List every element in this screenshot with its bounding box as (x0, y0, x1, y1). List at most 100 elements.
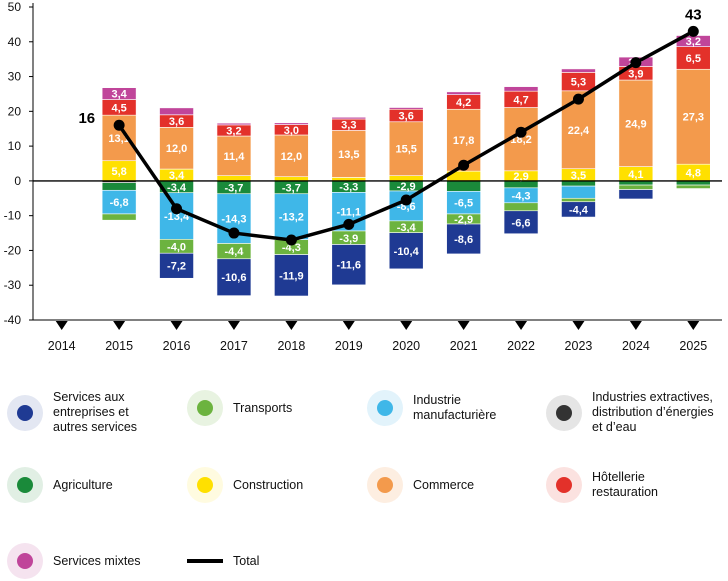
bar-value-label: -3,3 (339, 182, 358, 194)
bar-segment-services_mixtes (446, 91, 481, 95)
bar-value-label: 12,0 (166, 143, 187, 155)
y-tick-label: -20 (4, 243, 22, 257)
bar-segment-construction (216, 175, 252, 182)
total-point (458, 159, 470, 171)
bar-value-label: -6,8 (110, 197, 129, 209)
bar-value-label: 5,3 (571, 77, 586, 89)
bar-segment-commerce (388, 121, 424, 176)
total-point (630, 57, 642, 69)
bar-value-label: -3,4 (397, 222, 417, 234)
bar-value-label: 3,0 (284, 125, 299, 137)
bar-value-label: 3,6 (169, 116, 184, 128)
x-tick-label: 2018 (277, 339, 305, 353)
y-tick-label: 30 (8, 70, 22, 84)
bar-segment-services_mixtes (503, 86, 539, 92)
bar-value-label: -11,6 (337, 260, 361, 272)
bar-segment-industrie (274, 193, 309, 240)
y-tick-label: -10 (4, 209, 22, 223)
total-point (285, 234, 297, 246)
bar-value-label: -4,3 (282, 242, 301, 254)
y-tick-label: 40 (8, 35, 22, 49)
bar-value-label: 24,9 (625, 118, 646, 130)
x-tick-label: 2021 (450, 339, 478, 353)
bar-value-label: 3,4 (169, 170, 185, 182)
bar-segment-services_mixtes (331, 116, 367, 120)
bar-value-label: -4,3 (512, 190, 531, 202)
bar-value-label: 22,4 (568, 125, 590, 137)
bar-segment-transports (561, 197, 596, 203)
x-tick-label: 2020 (392, 339, 420, 353)
bar-labels: -6,8 -3,4 -13,4 -4,0 -7,2 -3,7 -14,3 -4,4 -10,6 -… (108, 36, 704, 284)
bar-value-label: 3,9 (628, 68, 643, 80)
bar-value-label: 3,3 (341, 120, 356, 132)
y-tick-label: 0 (14, 174, 21, 188)
x-tick-label: 2016 (163, 339, 191, 353)
x-tick-marker (400, 321, 413, 330)
bar-value-label: 3,2 (686, 36, 701, 48)
y-tick-label: 20 (8, 104, 22, 118)
bar-value-label: 4,1 (628, 169, 643, 181)
bar-segment-commerce (274, 134, 309, 178)
bar-value-label: 5,8 (111, 166, 126, 178)
bar-segment-services_entreprises (618, 189, 654, 200)
x-tick-label: 2015 (105, 339, 133, 353)
total-point (228, 227, 240, 239)
total-annotation: 16 (78, 110, 95, 127)
bar-value-label: -6,5 (454, 198, 473, 210)
x-tick-marker (629, 321, 642, 330)
y-tick-label: 50 (8, 0, 22, 14)
bar-segment-services_entreprises (159, 252, 194, 279)
x-tick-label: 2024 (622, 339, 650, 353)
x-tick-label: 2023 (565, 339, 593, 353)
bar-value-label: 4,2 (456, 97, 471, 109)
bar-value-label: 4,7 (513, 94, 528, 106)
bar-value-label: -3,7 (224, 182, 243, 194)
x-tick-marker (515, 321, 528, 330)
bar-value-label: -10,4 (394, 246, 420, 258)
bar-segment-commerce (331, 130, 367, 178)
bar-segment-services_entreprises (561, 201, 596, 218)
bar-segment-commerce (618, 79, 654, 167)
bar-value-label: -3,7 (282, 182, 301, 194)
bar-segment-agriculture (101, 182, 137, 191)
x-tick-label: 2022 (507, 339, 535, 353)
bar-value-label: -4,0 (167, 241, 186, 253)
bar-value-label: -7,2 (167, 261, 186, 273)
x-tick-marker (227, 321, 240, 330)
bar-value-label: -4,4 (224, 246, 244, 258)
bar-value-label: 3,2 (226, 125, 241, 137)
bar-value-label: -13,4 (164, 211, 190, 223)
bar-segment-industrie (561, 185, 596, 199)
bar-value-label: 12,0 (281, 151, 302, 163)
bar-segment-commerce (675, 68, 711, 165)
bar-value-label: 6,5 (686, 53, 701, 65)
y-tick-label: -30 (4, 278, 22, 292)
bar-segment-services_mixtes (216, 122, 252, 126)
bar-value-label: -8,6 (454, 234, 473, 246)
total-point (687, 25, 699, 37)
x-tick-marker (342, 321, 355, 330)
x-tick-marker (113, 321, 126, 330)
x-tick-marker (687, 321, 700, 330)
bar-segment-industrie (159, 192, 194, 240)
bar-segment-services_entreprises (216, 258, 252, 296)
total-point (113, 119, 125, 131)
x-tick-marker (572, 321, 585, 330)
bar-value-label: 3,5 (571, 170, 586, 182)
bars (101, 35, 711, 297)
x-tick-marker (55, 321, 68, 330)
total-line (113, 25, 699, 246)
total-point (171, 203, 183, 215)
bar-value-label: 3,6 (399, 111, 414, 123)
y-tick-label: 10 (8, 139, 22, 153)
bar-value-label: 2,9 (513, 171, 528, 183)
total-point (515, 126, 527, 138)
bar-segment-services_entreprises (388, 232, 424, 270)
bar-value-label: -14,3 (221, 214, 246, 226)
bar-segment-services_mixtes (101, 87, 137, 100)
bar-segment-transports (675, 184, 711, 189)
bar-segment-agriculture (446, 180, 481, 192)
y-tick-label: -40 (4, 313, 22, 327)
